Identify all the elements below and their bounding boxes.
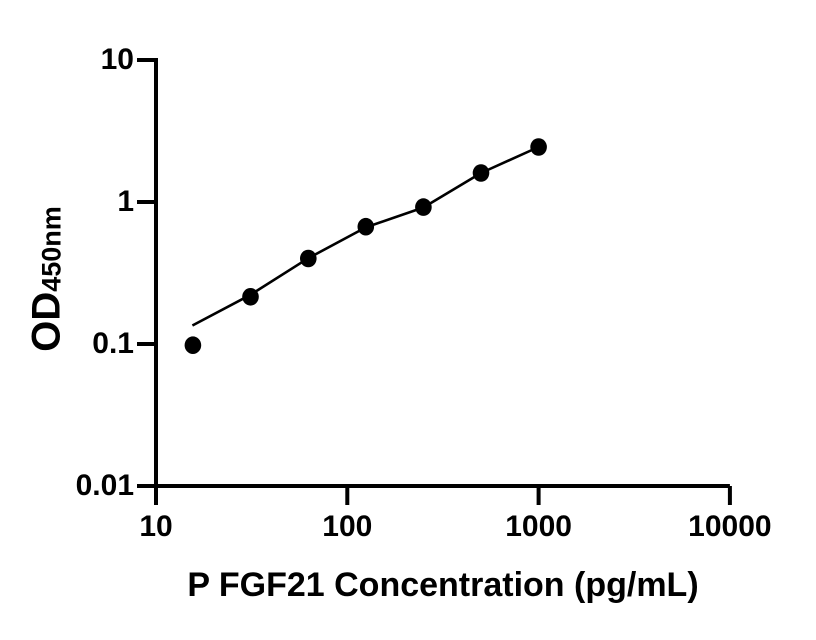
data-point	[242, 288, 259, 306]
y-axis-title-subscript: 450nm	[36, 206, 67, 292]
data-point	[472, 164, 490, 182]
data-point	[300, 249, 317, 268]
x-axis-title: P FGF21 Concentration (pg/mL)	[187, 566, 699, 604]
x-tick-label: 1000	[505, 510, 572, 543]
y-tick-label: 1	[117, 185, 134, 218]
y-tick-label: 0.01	[75, 469, 134, 502]
x-tick-label: 100	[322, 510, 373, 543]
data-point	[530, 138, 547, 156]
x-tick-label: 10	[139, 510, 173, 543]
y-tick-label: 0.1	[92, 327, 134, 360]
data-point	[184, 336, 202, 355]
data-point	[415, 198, 432, 216]
y-tick-label: 10	[100, 43, 134, 76]
data-point	[357, 217, 375, 236]
x-tick-label: 10000	[688, 510, 772, 543]
